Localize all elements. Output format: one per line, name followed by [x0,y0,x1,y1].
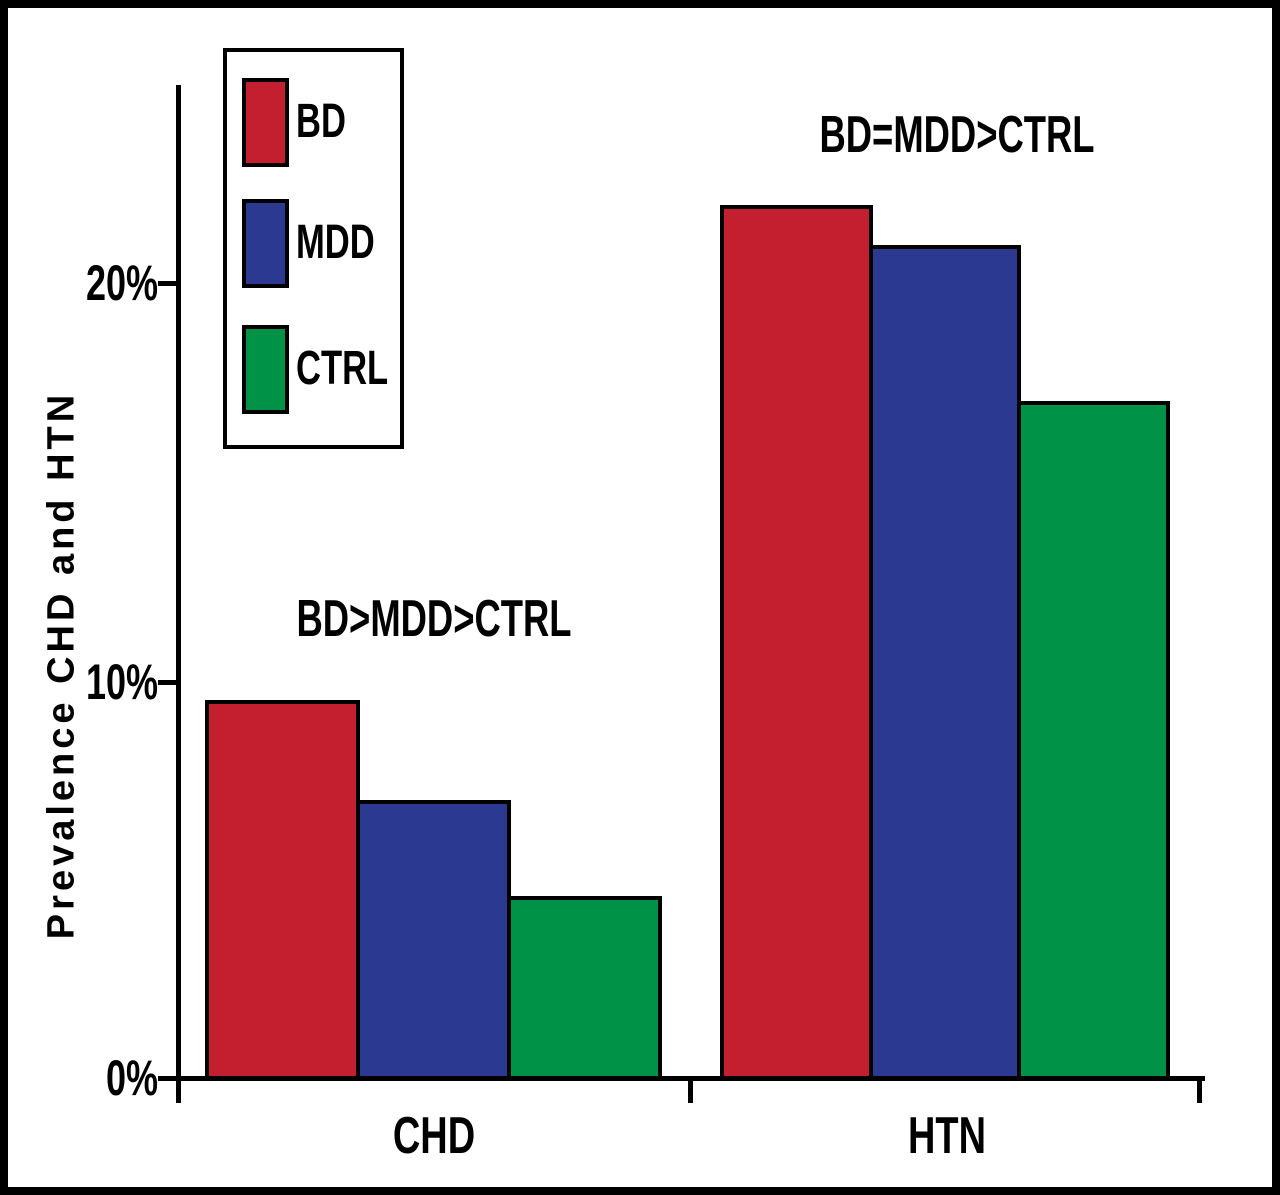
legend-swatch-bd [242,78,289,167]
y-tick-label-20: 20% [85,255,158,311]
y-tick-label-0: 0% [105,1050,158,1106]
annotation-chd: BD>MDD>CTRL [296,590,572,648]
y-tick-0 [158,1076,176,1081]
bar-htn-ctrl [1017,401,1171,1076]
bar-htn-mdd [868,245,1022,1076]
legend-swatch-ctrl [242,325,289,414]
bar-chd-ctrl [507,896,662,1076]
y-axis-line [176,85,181,1103]
y-tick-label-10: 10% [85,654,158,710]
bar-htn-bd [720,205,873,1076]
legend-label-mdd: MDD [296,216,375,269]
x-tick-group-divider [688,1076,693,1103]
x-category-label-htn: HTN [907,1107,987,1165]
x-tick-axis-end [1197,1076,1202,1103]
y-tick-20 [158,281,176,286]
annotation-htn: BD=MDD>CTRL [819,106,1095,164]
legend-label-bd: BD [296,95,346,148]
legend-swatch-mdd [242,199,289,288]
bar-group-chd [205,700,662,1076]
y-tick-10 [158,680,176,685]
bar-chd-bd [205,700,360,1076]
bar-group-htn [720,205,1171,1076]
x-category-label-chd: CHD [392,1107,476,1165]
legend: BD MDD CTRL [223,48,404,449]
bar-chd-mdd [356,800,511,1076]
legend-label-ctrl: CTRL [296,342,389,395]
